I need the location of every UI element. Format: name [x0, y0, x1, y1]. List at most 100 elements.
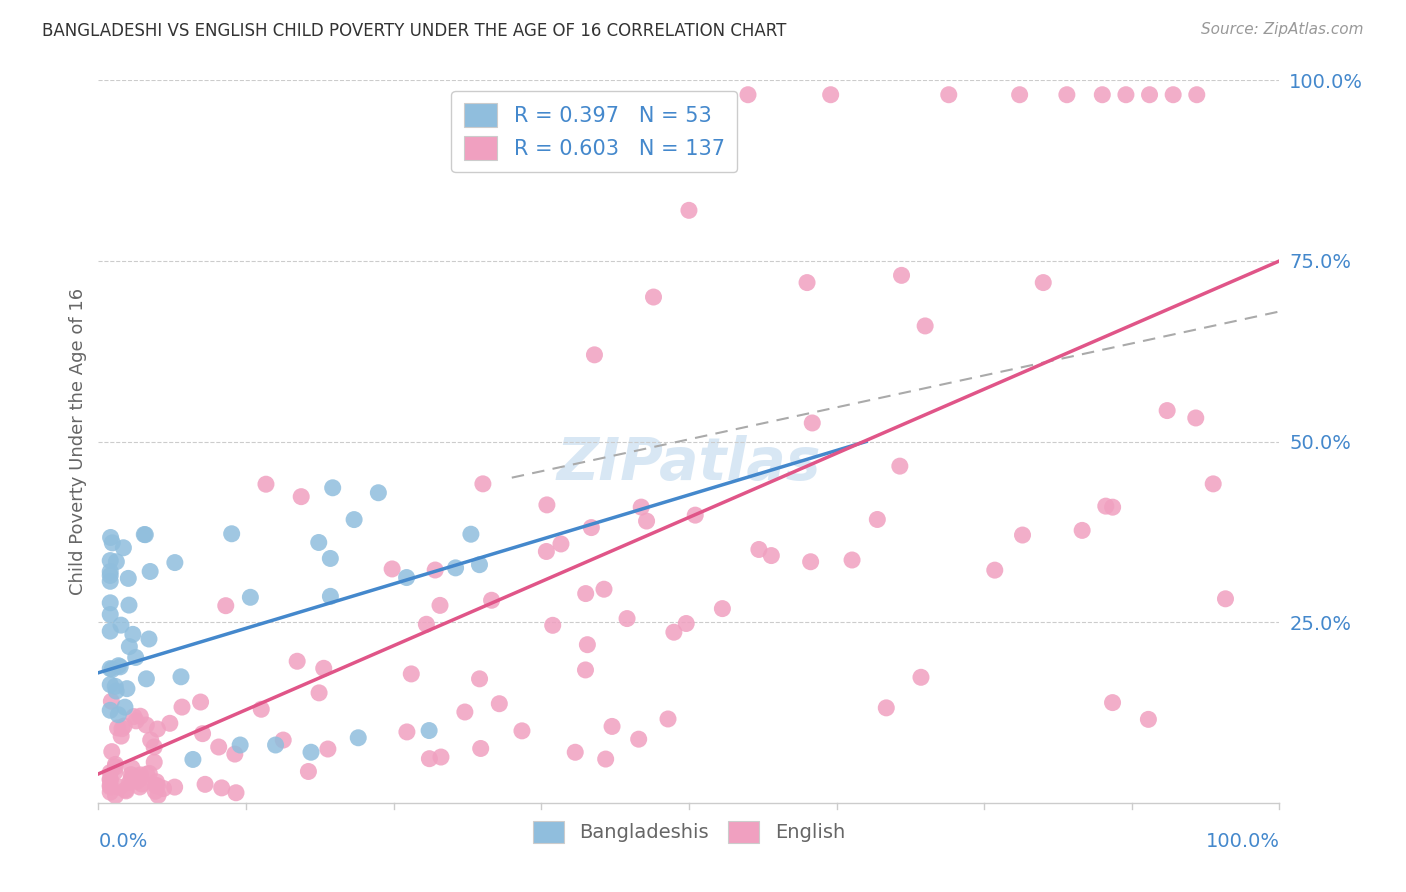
- Point: [125, 774, 148, 789]
- Point: [104, 679, 127, 693]
- Point: [820, 87, 842, 102]
- Point: [145, 778, 167, 792]
- Point: [444, 561, 467, 575]
- Point: [229, 738, 252, 752]
- Point: [322, 481, 344, 495]
- Point: [159, 716, 181, 731]
- Point: [98, 565, 121, 579]
- Point: [139, 565, 162, 579]
- Point: [115, 784, 138, 798]
- Point: [984, 563, 1007, 577]
- Point: [430, 750, 453, 764]
- Point: [143, 784, 166, 798]
- Point: [675, 616, 697, 631]
- Point: [1071, 524, 1094, 538]
- Point: [131, 777, 153, 791]
- Point: [211, 780, 233, 795]
- Point: [225, 786, 247, 800]
- Point: [299, 745, 322, 759]
- Text: BANGLADESHI VS ENGLISH CHILD POVERTY UNDER THE AGE OF 16 CORRELATION CHART: BANGLADESHI VS ENGLISH CHILD POVERTY UND…: [42, 22, 786, 40]
- Point: [215, 599, 238, 613]
- Point: [536, 544, 558, 558]
- Point: [121, 771, 143, 785]
- Text: 0.0%: 0.0%: [98, 831, 148, 851]
- Point: [125, 650, 148, 665]
- Point: [163, 556, 186, 570]
- Point: [678, 203, 700, 218]
- Point: [101, 745, 124, 759]
- Y-axis label: Child Poverty Under the Age of 16: Child Poverty Under the Age of 16: [69, 288, 87, 595]
- Point: [308, 535, 330, 549]
- Point: [1008, 87, 1031, 102]
- Point: [1184, 411, 1206, 425]
- Point: [121, 761, 143, 775]
- Point: [100, 694, 122, 708]
- Point: [418, 752, 440, 766]
- Point: [129, 772, 152, 786]
- Point: [1115, 87, 1137, 102]
- Point: [108, 780, 131, 795]
- Point: [471, 476, 494, 491]
- Point: [98, 703, 121, 717]
- Point: [308, 686, 330, 700]
- Point: [367, 485, 389, 500]
- Point: [135, 672, 157, 686]
- Point: [181, 752, 204, 766]
- Point: [890, 268, 912, 283]
- Point: [630, 500, 652, 515]
- Point: [800, 555, 823, 569]
- Point: [748, 542, 770, 557]
- Point: [1139, 87, 1161, 102]
- Point: [107, 658, 129, 673]
- Point: [146, 789, 169, 803]
- Point: [139, 733, 162, 747]
- Point: [163, 780, 186, 794]
- Point: [1101, 500, 1123, 515]
- Point: [564, 745, 586, 759]
- Point: [737, 87, 759, 102]
- Point: [841, 553, 863, 567]
- Point: [488, 697, 510, 711]
- Point: [583, 348, 606, 362]
- Point: [115, 681, 138, 696]
- Point: [104, 760, 127, 774]
- Point: [98, 785, 121, 799]
- Point: [152, 781, 174, 796]
- Point: [711, 601, 734, 615]
- Point: [122, 709, 145, 723]
- Point: [112, 541, 135, 555]
- Point: [98, 624, 121, 639]
- Point: [138, 766, 160, 780]
- Point: [1091, 87, 1114, 102]
- Point: [866, 512, 889, 526]
- Point: [550, 537, 572, 551]
- Point: [425, 563, 447, 577]
- Point: [191, 726, 214, 740]
- Point: [108, 660, 131, 674]
- Point: [801, 416, 824, 430]
- Point: [170, 670, 193, 684]
- Point: [134, 527, 156, 541]
- Point: [98, 772, 121, 787]
- Text: 100.0%: 100.0%: [1205, 831, 1279, 851]
- Point: [104, 765, 127, 780]
- Point: [194, 777, 217, 791]
- Point: [616, 611, 638, 625]
- Point: [101, 536, 124, 550]
- Point: [395, 725, 418, 739]
- Text: ZIPatlas: ZIPatlas: [557, 434, 821, 491]
- Point: [135, 767, 157, 781]
- Point: [600, 719, 623, 733]
- Point: [264, 738, 287, 752]
- Point: [574, 663, 596, 677]
- Point: [454, 705, 477, 719]
- Point: [170, 700, 193, 714]
- Point: [938, 87, 960, 102]
- Point: [101, 662, 124, 676]
- Point: [221, 526, 243, 541]
- Point: [105, 684, 128, 698]
- Point: [98, 607, 121, 622]
- Point: [98, 765, 121, 780]
- Point: [1161, 87, 1184, 102]
- Point: [98, 574, 121, 589]
